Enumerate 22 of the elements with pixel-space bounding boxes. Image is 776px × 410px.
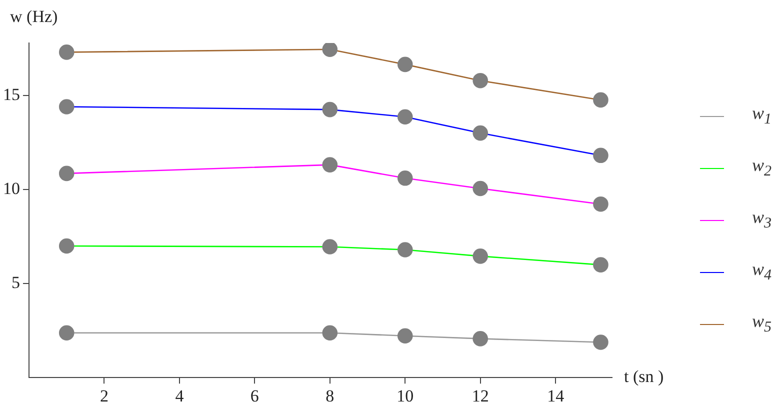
x-tick-label: 14 [547, 386, 565, 406]
x-tick-label: 4 [175, 386, 184, 406]
y-tick-label: 5 [12, 273, 20, 292]
point [322, 325, 338, 341]
point [58, 325, 74, 341]
x-tick-label: 8 [326, 386, 334, 406]
point [397, 328, 413, 344]
point [472, 331, 488, 346]
y-tick-label: 10 [3, 179, 20, 198]
legend-label: w$_{2}$ [752, 155, 772, 181]
legend-label: w$_{5}$ [752, 311, 772, 337]
legend-label: w$_{3}$ [752, 207, 772, 233]
x-axis-title: t (sn ) [624, 367, 664, 386]
y-tick-label: 15 [3, 85, 20, 104]
y-axis-title: w (Hz) [10, 7, 58, 26]
x-tick-label: 6 [250, 386, 259, 406]
x-tick-label: 12 [472, 386, 489, 406]
point [593, 334, 608, 350]
legend-label: w$_{4}$ [752, 259, 772, 285]
legend-label: w$_{1}$ [752, 103, 772, 129]
x-tick-label: 2 [100, 386, 108, 406]
x-tick-label: 10 [396, 386, 414, 406]
